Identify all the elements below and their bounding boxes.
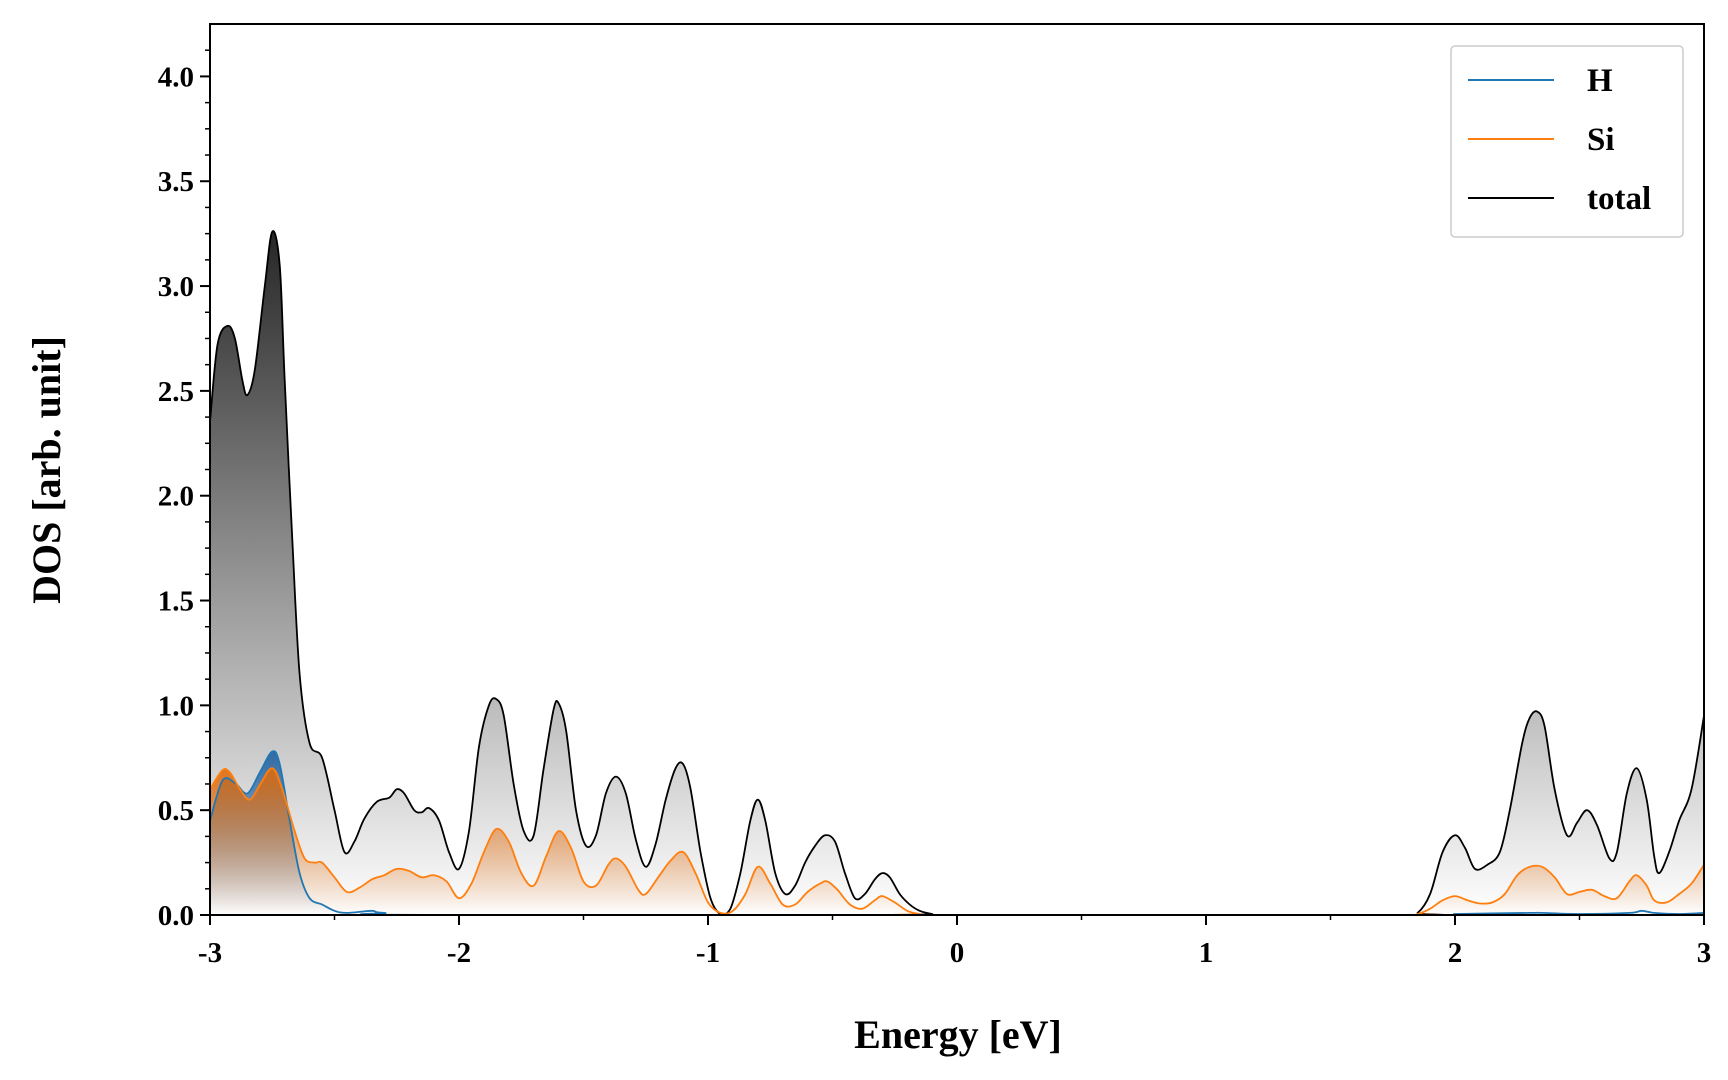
- series-fill-si: [210, 768, 1704, 915]
- legend: H Si total: [1450, 45, 1684, 238]
- legend-label-si: Si: [1587, 122, 1615, 158]
- x-tick-label: 3: [1697, 937, 1712, 969]
- legend-label-h: H: [1587, 63, 1613, 99]
- y-tick-label: 1.5: [158, 586, 194, 618]
- legend-label-total: total: [1587, 181, 1651, 217]
- y-tick-label: 0.5: [158, 795, 194, 827]
- y-tick-label: 1.0: [158, 690, 194, 722]
- y-tick-label: 2.0: [158, 481, 194, 513]
- x-tick-label: -3: [198, 937, 222, 969]
- y-tick-label: 2.5: [158, 376, 194, 408]
- y-tick-label: 0.0: [158, 900, 194, 932]
- series-line-total: [209, 230, 1705, 916]
- x-tick-label: 1: [1199, 937, 1214, 969]
- y-axis-title: DOS [arb. unit]: [24, 336, 69, 604]
- series-lines: [209, 230, 1705, 916]
- legend-box: [1450, 45, 1684, 238]
- series-line-si: [209, 767, 1705, 916]
- x-axis-title: Energy [eV]: [854, 1012, 1062, 1057]
- series-fill-total: [210, 231, 1704, 916]
- axes: -3 -2 -1 0 1 2 3 0.0 0.5 1.0 1.5 2.0 2.5 3.0 3.5 4.0: [158, 23, 1712, 969]
- x-tick-label: 0: [950, 937, 965, 969]
- x-tick-label: -1: [696, 937, 720, 969]
- x-tick-label: -2: [447, 937, 471, 969]
- y-tick-label: 4.0: [158, 61, 194, 93]
- y-tick-label: 3.5: [158, 166, 194, 198]
- x-tick-label: 2: [1448, 937, 1463, 969]
- y-tick-label: 3.0: [158, 271, 194, 303]
- area-fills: [210, 231, 1704, 916]
